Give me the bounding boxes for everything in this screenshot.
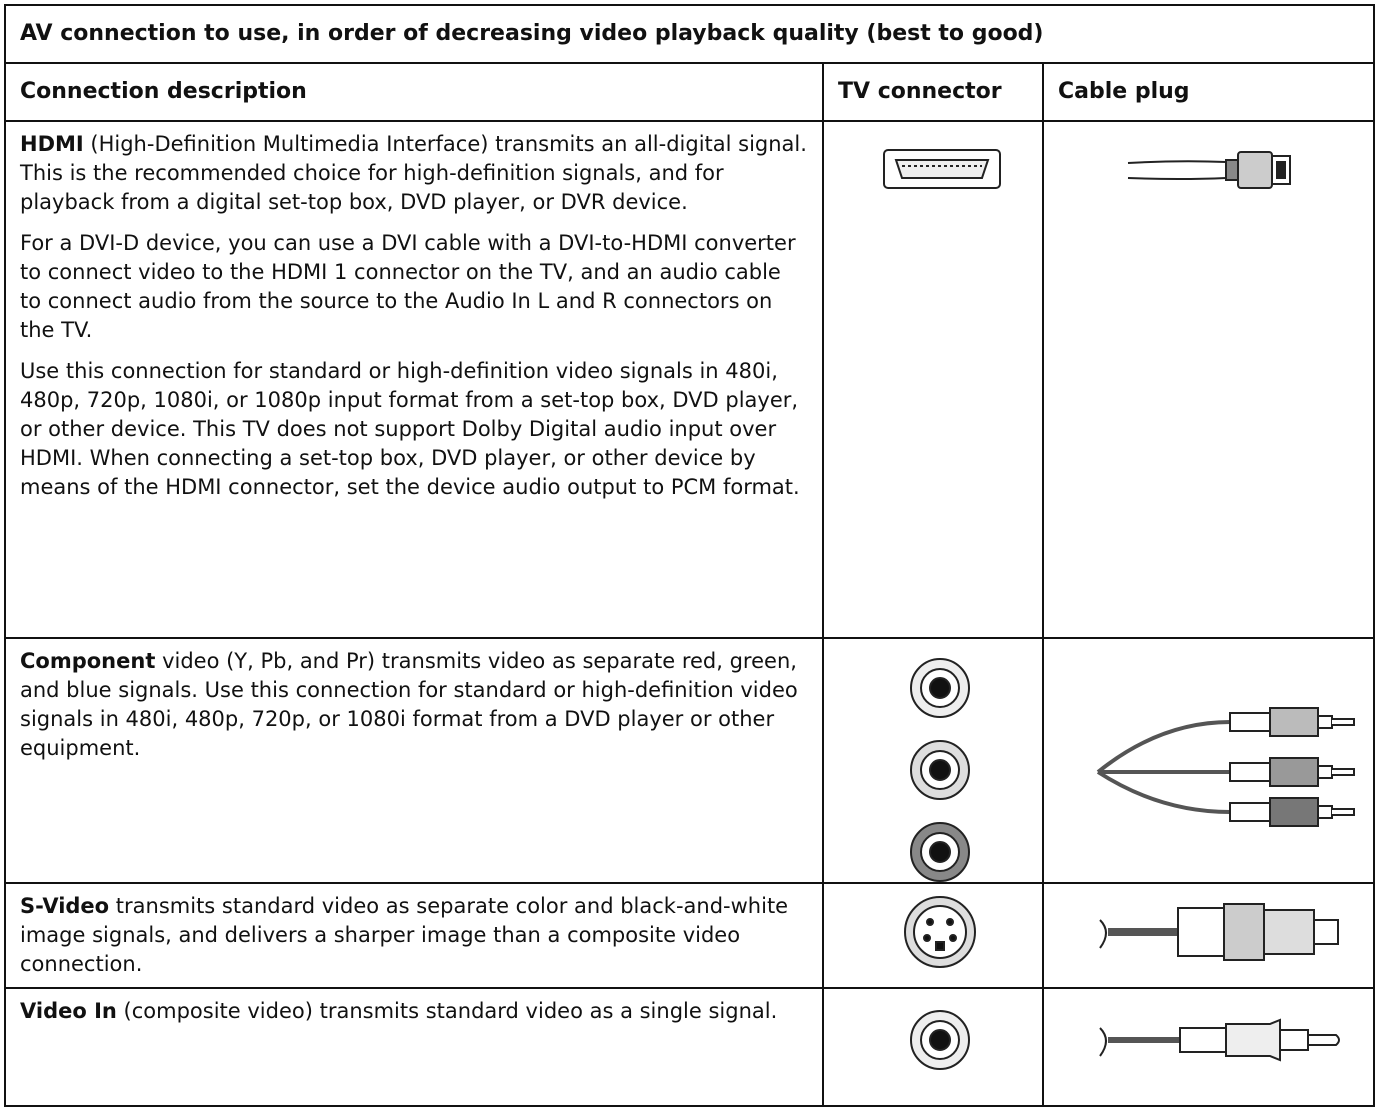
connection-name: Component	[20, 649, 156, 673]
tv-connector	[822, 637, 1044, 884]
table-title: AV connection to use, in order of decrea…	[3, 4, 1376, 64]
av-table: AV connection to use, in order of decrea…	[3, 4, 1376, 1107]
cable-plug	[1041, 882, 1376, 989]
paragraph: S-Video transmits standard video as sepa…	[20, 892, 808, 979]
description: Component video (Y, Pb, and Pr) transmit…	[4, 637, 824, 884]
tv-connector	[822, 120, 1044, 639]
tv-connector	[822, 987, 1044, 1107]
description: Video In (composite video) transmits sta…	[4, 987, 824, 1107]
cable-plug	[1041, 637, 1376, 884]
connection-name: S-Video	[20, 894, 110, 918]
paragraph: Use this connection for standard or high…	[20, 359, 800, 499]
connection-name: Video In	[20, 999, 117, 1023]
description: HDMI (High-Definition Multimedia Interfa…	[4, 120, 824, 639]
column-header: TV connector	[822, 62, 1044, 122]
paragraph: Video In (composite video) transmits sta…	[20, 997, 808, 1026]
paragraph: HDMI (High-Definition Multimedia Interfa…	[20, 130, 808, 217]
paragraph: For a DVI-D device, you can use a DVI ca…	[20, 231, 796, 342]
text: (composite video) transmits standard vid…	[123, 999, 778, 1023]
cable-plug	[1041, 120, 1376, 639]
description: S-Video transmits standard video as sepa…	[4, 882, 824, 989]
column-header: Connection description	[4, 62, 824, 122]
text: transmits standard video as separate col…	[20, 894, 789, 976]
text: video (Y, Pb, and Pr) transmits video as…	[20, 649, 798, 760]
paragraph: Component video (Y, Pb, and Pr) transmit…	[20, 647, 808, 763]
text: (High-Definition Multimedia Interface) t…	[20, 132, 807, 214]
column-header: Cable plug	[1041, 62, 1376, 122]
tv-connector	[822, 882, 1044, 989]
cable-plug	[1041, 987, 1376, 1107]
connection-name: HDMI	[20, 132, 84, 156]
